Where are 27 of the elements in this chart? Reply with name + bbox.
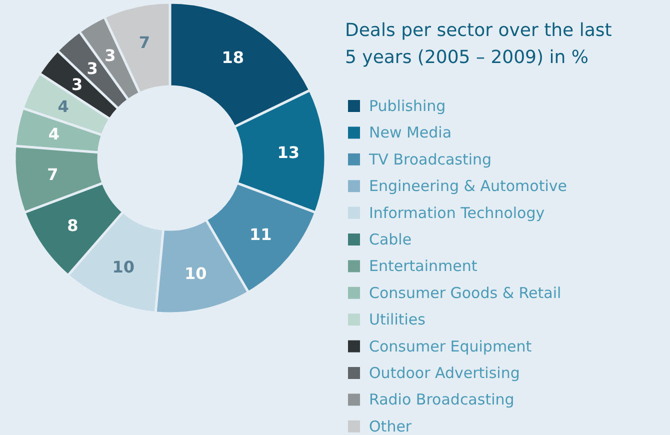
legend-label: Publishing (369, 97, 446, 115)
data-label: 3 (86, 59, 98, 78)
legend-label: TV Broadcasting (368, 150, 492, 168)
legend-label: Engineering & Automotive (369, 177, 568, 196)
data-label: 7 (138, 32, 150, 52)
legend-label: Information Technology (369, 204, 545, 222)
legend-label: Other (369, 417, 412, 435)
data-label: 8 (67, 216, 78, 236)
data-label: 7 (47, 165, 58, 184)
legend-label: Utilities (369, 310, 426, 329)
legend-label: Outdoor Advertising (369, 364, 520, 382)
text: Deals per sector over the last 5 years (2005 – 2009) in % (345, 20, 612, 68)
data-label: 11 (250, 224, 272, 244)
data-label: 4 (58, 96, 69, 116)
data-label: 10 (184, 264, 207, 284)
legend-label: Consumer Goods & Retail (369, 284, 562, 302)
data-label: 10 (112, 257, 135, 276)
data-label: 3 (71, 75, 83, 94)
data-label: 4 (48, 124, 60, 144)
data-label: 18 (222, 48, 244, 68)
legend-label: New Media (369, 124, 452, 142)
legend-label: Cable (369, 230, 412, 248)
data-label: 13 (277, 142, 300, 162)
legend-label: Radio Broadcasting (369, 390, 514, 409)
legend-label: Consumer Equipment (369, 337, 532, 356)
data-label: 3 (104, 46, 116, 66)
legend-label: Entertainment (369, 257, 478, 276)
